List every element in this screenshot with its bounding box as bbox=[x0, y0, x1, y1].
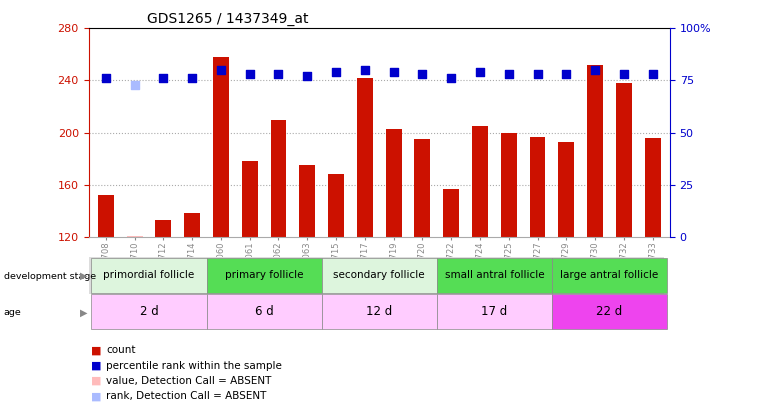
Point bbox=[531, 71, 544, 77]
Text: ▶: ▶ bbox=[80, 308, 88, 318]
Bar bbox=[437, 258, 552, 293]
Point bbox=[215, 67, 227, 73]
Text: ■: ■ bbox=[91, 361, 102, 371]
Point bbox=[157, 75, 169, 82]
Point bbox=[387, 69, 400, 75]
Bar bbox=[322, 258, 437, 293]
Point bbox=[647, 71, 659, 77]
Point bbox=[186, 75, 199, 82]
Text: secondary follicle: secondary follicle bbox=[333, 271, 425, 280]
Point bbox=[129, 81, 141, 88]
Bar bbox=[213, 57, 229, 237]
Text: small antral follicle: small antral follicle bbox=[444, 271, 544, 280]
Bar bbox=[98, 195, 114, 237]
Bar bbox=[437, 294, 552, 329]
Bar bbox=[500, 133, 517, 237]
Text: development stage: development stage bbox=[4, 272, 96, 281]
Bar bbox=[616, 83, 631, 237]
Point bbox=[359, 67, 371, 73]
Point bbox=[273, 71, 285, 77]
Point bbox=[503, 71, 515, 77]
Bar bbox=[444, 189, 459, 237]
Bar bbox=[92, 258, 206, 293]
Bar bbox=[414, 139, 430, 237]
Text: primary follicle: primary follicle bbox=[225, 271, 303, 280]
Bar bbox=[242, 161, 258, 237]
Text: ▶: ▶ bbox=[80, 271, 88, 281]
Text: value, Detection Call = ABSENT: value, Detection Call = ABSENT bbox=[106, 376, 272, 386]
Bar bbox=[92, 294, 206, 329]
Point bbox=[474, 69, 486, 75]
Text: ■: ■ bbox=[91, 376, 102, 386]
Bar bbox=[156, 220, 171, 237]
Bar bbox=[552, 258, 667, 293]
Bar bbox=[184, 213, 200, 237]
Point bbox=[99, 75, 112, 82]
Point bbox=[330, 69, 342, 75]
Bar bbox=[206, 294, 322, 329]
Text: percentile rank within the sample: percentile rank within the sample bbox=[106, 361, 282, 371]
Bar bbox=[558, 142, 574, 237]
Text: 22 d: 22 d bbox=[596, 305, 623, 318]
Text: ■: ■ bbox=[91, 345, 102, 355]
Text: rank, Detection Call = ABSENT: rank, Detection Call = ABSENT bbox=[106, 392, 266, 401]
Text: GDS1265 / 1437349_at: GDS1265 / 1437349_at bbox=[146, 12, 308, 26]
Bar bbox=[644, 138, 661, 237]
Text: ■: ■ bbox=[91, 392, 102, 401]
Bar bbox=[386, 129, 401, 237]
Text: 17 d: 17 d bbox=[481, 305, 507, 318]
Bar bbox=[328, 174, 344, 237]
Text: 2 d: 2 d bbox=[139, 305, 159, 318]
Point bbox=[301, 73, 313, 79]
Text: age: age bbox=[4, 308, 22, 317]
Bar bbox=[322, 294, 437, 329]
Point bbox=[618, 71, 630, 77]
Bar bbox=[588, 65, 603, 237]
Text: count: count bbox=[106, 345, 136, 355]
Text: primordial follicle: primordial follicle bbox=[103, 271, 195, 280]
Point bbox=[243, 71, 256, 77]
Text: 12 d: 12 d bbox=[366, 305, 393, 318]
Point bbox=[417, 71, 429, 77]
Text: 6 d: 6 d bbox=[255, 305, 273, 318]
Point bbox=[589, 67, 601, 73]
Bar bbox=[357, 78, 373, 237]
Bar bbox=[472, 126, 488, 237]
Bar bbox=[206, 258, 322, 293]
Bar bbox=[530, 136, 545, 237]
Point bbox=[560, 71, 572, 77]
Bar bbox=[300, 165, 315, 237]
Bar bbox=[127, 236, 142, 237]
Bar bbox=[552, 294, 667, 329]
Point bbox=[445, 75, 457, 82]
Bar bbox=[270, 119, 286, 237]
Text: large antral follicle: large antral follicle bbox=[561, 271, 658, 280]
